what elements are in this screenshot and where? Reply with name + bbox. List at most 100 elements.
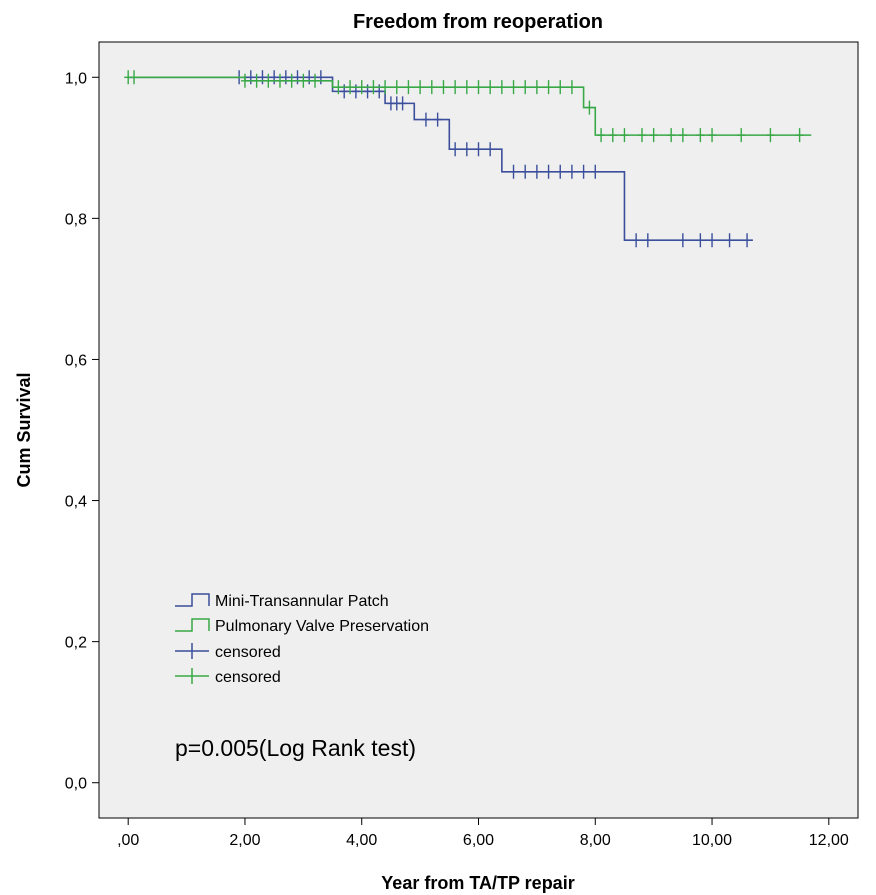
censor-mark (270, 70, 279, 85)
censor-mark (743, 233, 752, 248)
legend: Mini-Transannular Patch Pulmonary Valve P… (175, 593, 429, 686)
censor-mark (567, 164, 576, 179)
censor-mark (130, 70, 139, 85)
censor-mark (474, 142, 483, 157)
censor-mark (579, 164, 588, 179)
censor-mark (556, 164, 565, 179)
y-axis-ticks: 0,0 0,2 0,4 0,6 0,8 1,0 (65, 70, 99, 793)
legend-label: censored (215, 644, 281, 661)
censor-mark (696, 128, 705, 143)
censor-mark (632, 233, 641, 248)
censor-mark (334, 80, 343, 95)
censor-mark (708, 128, 717, 143)
x-tick-label: 12,00 (809, 832, 849, 849)
censor-mark (357, 80, 366, 95)
censor-mark (521, 164, 530, 179)
censor-mark (427, 80, 436, 95)
censor-mark (462, 80, 471, 95)
y-tick-label: 1,0 (65, 70, 87, 87)
censor-mark (240, 73, 249, 88)
y-tick-label: 0,0 (65, 776, 87, 793)
censor-mark (544, 164, 553, 179)
censor-mark (316, 70, 325, 85)
x-tick-label: ,00 (117, 832, 139, 849)
censor-mark (293, 70, 302, 85)
censor-mark (398, 96, 407, 111)
censor-mark (451, 142, 460, 157)
chart-title: Freedom from reoperation (353, 11, 603, 33)
legend-label: Mini-Transannular Patch (215, 593, 389, 610)
censor-mark (532, 80, 541, 95)
censor-mark (521, 80, 530, 95)
censor-mark (346, 80, 355, 95)
censor-mark (696, 233, 705, 248)
censor-mark (486, 142, 495, 157)
censor-mark (497, 80, 506, 95)
censor-mark (258, 70, 267, 85)
censor-mark (795, 128, 804, 143)
censor-mark (404, 80, 413, 95)
censor-mark (311, 73, 320, 88)
x-axis-label: Year from TA/TP repair (381, 873, 574, 893)
legend-label: censored (215, 669, 281, 686)
y-tick-label: 0,2 (65, 635, 87, 652)
legend-censor-symbol (175, 643, 209, 659)
censor-mark (509, 164, 518, 179)
censor-mark (567, 80, 576, 95)
x-tick-label: 4,00 (346, 832, 377, 849)
censor-mark (597, 128, 606, 143)
censor-mark (708, 233, 717, 248)
censor-mark (725, 233, 734, 248)
censor-mark (737, 128, 746, 143)
legend-step-symbol (175, 618, 210, 632)
censor-mark (275, 73, 284, 88)
x-tick-label: 8,00 (580, 832, 611, 849)
censor-mark (678, 128, 687, 143)
legend-step-symbol (175, 593, 210, 607)
censor-mark (532, 164, 541, 179)
legend-item: Mini-Transannular Patch (175, 593, 389, 610)
censor-mark (585, 100, 594, 115)
log-rank-annotation: p=0.005(Log Rank test) (175, 735, 416, 761)
legend-item: censored (175, 643, 281, 661)
legend-censor-symbol (175, 668, 209, 684)
legend-label: Pulmonary Valve Preservation (215, 618, 429, 635)
censor-mark (509, 80, 518, 95)
censor-mark (392, 80, 401, 95)
x-axis-ticks: ,00 2,00 4,00 6,00 8,00 10,00 12,00 (117, 818, 849, 849)
censor-mark (544, 80, 553, 95)
censor-mark (591, 164, 600, 179)
censor-mark (608, 128, 617, 143)
y-tick-label: 0,8 (65, 211, 87, 228)
censor-mark (556, 80, 565, 95)
censor-mark (264, 73, 273, 88)
x-tick-label: 2,00 (229, 832, 260, 849)
censor-mark (299, 73, 308, 88)
series-layer (124, 70, 812, 248)
censor-mark (305, 70, 314, 85)
censor-mark (649, 128, 658, 143)
censor-mark (678, 233, 687, 248)
censor-mark (281, 70, 290, 85)
censor-mark (433, 112, 442, 127)
censor-mark (439, 80, 448, 95)
censor-mark (620, 128, 629, 143)
plot-background (98, 41, 859, 819)
censor-mark (462, 142, 471, 157)
censor-mark (486, 80, 495, 95)
censor-mark (252, 73, 261, 88)
censor-mark (287, 73, 296, 88)
censor-mark (416, 80, 425, 95)
y-tick-label: 0,4 (65, 494, 87, 511)
legend-item: Pulmonary Valve Preservation (175, 618, 429, 635)
x-tick-label: 6,00 (463, 832, 494, 849)
legend-item: censored (175, 668, 281, 686)
y-axis-label: Cum Survival (14, 372, 34, 487)
censor-mark (451, 80, 460, 95)
censor-mark (474, 80, 483, 95)
censor-mark (381, 80, 390, 95)
censor-mark (369, 80, 378, 95)
censor-mark (643, 233, 652, 248)
censor-mark (637, 128, 646, 143)
